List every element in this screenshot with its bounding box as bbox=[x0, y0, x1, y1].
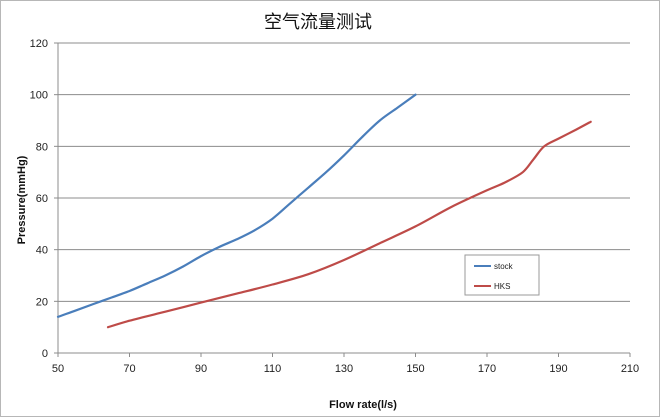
x-tick-label: 90 bbox=[195, 363, 207, 375]
y-tick-label: 20 bbox=[36, 296, 48, 308]
legend-box bbox=[464, 254, 540, 296]
x-tick-label: 130 bbox=[335, 363, 353, 375]
x-tick-label: 150 bbox=[406, 363, 424, 375]
series-line-hks bbox=[106, 120, 592, 329]
chart-title: 空气流量测试 bbox=[264, 12, 372, 32]
y-tick-label: 40 bbox=[36, 245, 48, 257]
legend-label-hks: HKS bbox=[494, 282, 510, 291]
x-tick-label: 70 bbox=[123, 363, 135, 375]
axes bbox=[54, 42, 631, 357]
x-tick-label: 190 bbox=[549, 363, 567, 375]
y-tick-label: 100 bbox=[30, 90, 48, 102]
y-tick-label: 0 bbox=[42, 348, 48, 360]
x-axis-title: Flow rate(l/s) bbox=[329, 399, 397, 411]
x-tick-label: 170 bbox=[478, 363, 496, 375]
y-axis-title: Pressure(mmHg) bbox=[16, 155, 28, 244]
gridlines bbox=[58, 42, 630, 302]
y-tick-label: 80 bbox=[36, 141, 48, 153]
x-tick-label: 50 bbox=[52, 363, 64, 375]
series-lines bbox=[56, 93, 592, 329]
legend-label-stock: stock bbox=[494, 262, 514, 271]
series-line-stock bbox=[56, 93, 417, 318]
tick-labels: 0 20 40 60 80 100 120 50 70 90 110 130 150 170 190 210 bbox=[30, 38, 640, 375]
y-tick-label: 60 bbox=[36, 193, 48, 205]
x-tick-label: 210 bbox=[621, 363, 639, 375]
legend: stock HKS bbox=[464, 254, 540, 296]
x-tick-label: 110 bbox=[264, 363, 282, 375]
y-tick-label: 120 bbox=[30, 38, 48, 50]
